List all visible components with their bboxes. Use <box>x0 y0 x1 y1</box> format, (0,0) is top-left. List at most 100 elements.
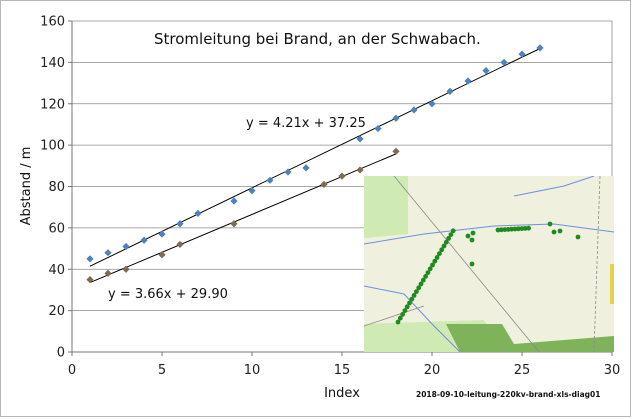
data-point-series-1 <box>482 67 490 75</box>
map-pylon-marker <box>409 296 415 302</box>
map-waterway <box>364 223 614 245</box>
map-pylon-marker <box>420 277 426 283</box>
map-pylon-marker <box>469 237 475 243</box>
map-pylon-marker <box>443 239 449 245</box>
map-forest-area <box>446 324 614 352</box>
map-pylon-marker <box>400 312 405 317</box>
data-point-series-1 <box>518 50 526 58</box>
data-point-series-2 <box>338 172 346 180</box>
data-point-series-1 <box>248 187 256 195</box>
data-point-series-2 <box>230 220 238 228</box>
y-tick-label-3: 60 <box>48 221 65 236</box>
data-point-series-2 <box>176 240 184 249</box>
map-pylon-marker <box>432 258 438 264</box>
y-tick-label-8: 160 <box>40 15 65 30</box>
map-pylon-marker <box>469 261 475 267</box>
map-pylon-marker <box>465 233 471 239</box>
map-pylon-marker <box>505 227 511 232</box>
map-pylon-marker <box>509 226 514 232</box>
data-point-series-2 <box>158 251 166 259</box>
map-pylon-marker <box>404 304 410 310</box>
footer-caption: 2018-09-10-leitung-220kv-brand-xls-diag0… <box>416 390 600 399</box>
data-point-series-1 <box>104 249 112 257</box>
map-pylon-marker <box>425 270 431 275</box>
map-pylon-marker <box>430 262 435 268</box>
map-track <box>393 176 540 352</box>
map-pylon-marker <box>448 232 454 237</box>
map-pylon-marker <box>522 226 528 231</box>
data-point-series-1 <box>464 77 472 85</box>
data-point-series-1 <box>140 236 148 244</box>
map-pylon-marker <box>437 251 442 256</box>
map-pylon-marker <box>397 315 403 321</box>
map-pylon-marker <box>502 227 508 232</box>
map-pylon-marker <box>434 255 440 260</box>
data-point-series-1 <box>356 135 364 143</box>
data-point-series-2 <box>122 265 130 273</box>
map-pylon-markers <box>395 221 581 325</box>
data-point-series-1 <box>446 87 454 95</box>
map-pylon-marker <box>470 230 476 236</box>
data-point-series-1 <box>392 114 400 122</box>
map-pylon-marker <box>512 226 518 232</box>
map-pylon-marker <box>416 285 422 291</box>
x-tick-label-1: 5 <box>158 363 166 378</box>
trendlines <box>89 48 541 284</box>
map-waterway <box>513 176 595 197</box>
data-point-series-1 <box>176 220 184 228</box>
map-pylon-marker <box>551 229 557 235</box>
data-point-series-2 <box>104 269 112 277</box>
map-pylon-marker <box>526 225 531 231</box>
y-axis-title: Abstand / m <box>19 147 34 226</box>
data-point-series-1 <box>86 255 94 263</box>
map-pylon-marker <box>446 236 451 241</box>
data-point-series-1 <box>374 124 382 133</box>
trendline-series-1 <box>89 48 541 267</box>
x-tick-label-6: 30 <box>604 363 621 378</box>
y-tick-label-0: 0 <box>57 346 65 361</box>
map-pylon-marker <box>519 226 525 231</box>
inset-map <box>364 176 614 352</box>
data-point-series-1 <box>158 230 166 238</box>
data-point-series-2 <box>356 166 364 174</box>
map-pylon-marker <box>557 228 563 234</box>
map-pylon-marker <box>495 227 501 233</box>
data-point-series-1 <box>122 242 130 251</box>
map-meadow-area <box>364 176 408 238</box>
data-points <box>86 44 544 284</box>
data-point-series-1 <box>194 209 202 217</box>
data-point-series-1 <box>266 176 274 184</box>
map-pylon-marker <box>441 243 447 249</box>
map-pylon-marker <box>575 234 581 240</box>
trendline-equation-1: y = 4.21x + 37.25 <box>246 116 366 131</box>
y-tick-label-1: 20 <box>48 304 65 319</box>
map-pylon-marker <box>395 319 401 325</box>
data-point-series-2 <box>320 180 328 189</box>
map-pylon-marker <box>499 227 504 233</box>
data-point-series-1 <box>410 106 418 114</box>
y-tick-label-5: 100 <box>40 139 65 154</box>
map-pylon-marker <box>411 293 417 298</box>
data-point-series-1 <box>500 58 508 66</box>
map-waterway <box>364 285 461 352</box>
data-point-series-2 <box>392 147 400 155</box>
x-axis-title: Index <box>324 386 360 401</box>
map-pylon-marker <box>547 221 553 227</box>
data-point-series-1 <box>536 44 544 52</box>
map-pylon-marker <box>407 300 412 306</box>
map-pylon-marker <box>423 274 428 279</box>
map-pylon-marker <box>418 281 424 287</box>
x-tick-label-4: 20 <box>424 363 441 378</box>
x-tick-label-2: 10 <box>244 363 261 378</box>
map-pylon-marker <box>516 226 521 232</box>
x-tick-label-5: 25 <box>514 363 531 378</box>
trendline-series-2 <box>89 153 397 284</box>
map-track <box>593 176 601 352</box>
chart-title: Stromleitung bei Brand, an der Schwabach… <box>154 30 481 48</box>
x-tick-label-3: 15 <box>334 363 351 378</box>
y-tick-label-2: 40 <box>48 263 65 278</box>
y-tick-label-7: 140 <box>40 56 65 71</box>
trendline-equation-2: y = 3.66x + 29.90 <box>108 287 228 302</box>
data-point-series-1 <box>302 164 310 172</box>
